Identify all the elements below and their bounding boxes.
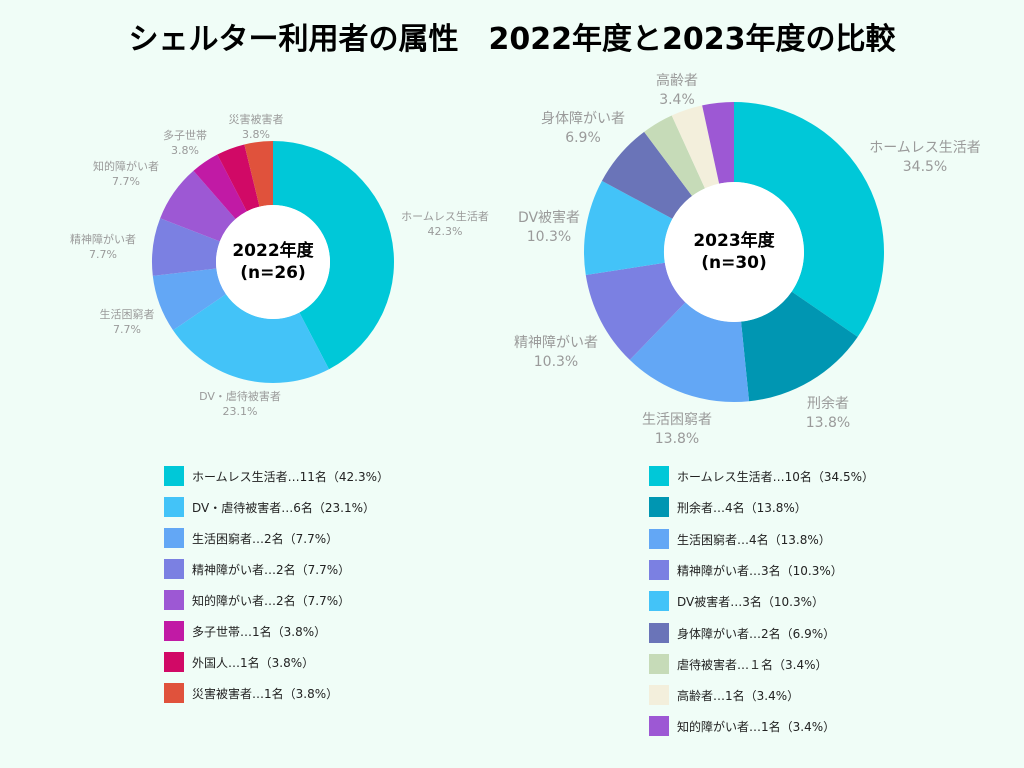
- legend-label: DV・虐待被害者…6名（23.1%）: [192, 501, 375, 515]
- slice-2023-3: [629, 302, 750, 403]
- legend-label: 高齢者…1名（3.4%）: [677, 689, 800, 704]
- data-label-2022-1: ホームレス生活者 42.3%: [401, 209, 489, 238]
- slice-2022-5: [160, 170, 236, 242]
- legend-label: ホームレス生活者…10名（34.5%）: [677, 470, 875, 484]
- legend-label: 身体障がい者…2名（6.9%）: [677, 626, 836, 641]
- legend-swatch: [164, 528, 184, 548]
- legend-label: 災害被害者…1名（3.8%）: [192, 687, 339, 701]
- legend-swatch: [649, 497, 669, 518]
- legend-swatch: [649, 653, 669, 674]
- data-label-2022-5: 知的障がい者 7.7%: [93, 159, 159, 188]
- data-label-2023-3: 生活困窮者 13.8%: [642, 412, 712, 447]
- legend-label: DV被害者…3名（10.3%）: [677, 595, 824, 610]
- slice-2023-2: [741, 291, 858, 402]
- center-label-2022-2: (n=26): [240, 263, 306, 283]
- donut-hole-2022: [216, 205, 330, 319]
- data-label-2023-2: 刑余者 13.8%: [806, 395, 850, 431]
- data-label-2023-5: DV被害者 10.3%: [518, 210, 580, 245]
- legend-swatch: [649, 559, 669, 580]
- slice-2022-2: [173, 294, 329, 383]
- center-label-2023-1: 2023年度: [693, 230, 775, 251]
- legend-swatch: [164, 559, 184, 579]
- legend-label: ホームレス生活者…11名（42.3%）: [192, 470, 390, 484]
- slice-2023-9: [702, 102, 734, 184]
- slice-2022-4: [152, 218, 220, 276]
- legend-label: 知的障がい者…1名（3.4%）: [677, 720, 836, 735]
- data-label-2023-8: 高齢者 3.4%: [656, 72, 698, 108]
- data-label-2023-4: 精神障がい者 10.3%: [514, 335, 598, 370]
- slice-2022-3: [152, 268, 226, 331]
- legend-swatch: [649, 685, 669, 706]
- legend-swatch: [164, 590, 184, 610]
- slice-2022-1: [273, 141, 395, 370]
- data-label-2022-8: 災害被害者 3.8%: [229, 112, 284, 141]
- donut-chart-2022: ホームレス生活者 42.3% DV・虐待被害者 23.1% 生活困窮者 7.7% 精神障がい…: [70, 112, 489, 418]
- legend-swatch: [164, 497, 184, 517]
- data-label-2022-6: 多子世帯 3.8%: [163, 128, 207, 157]
- slice-2022-8: [244, 141, 273, 207]
- legend-swatch: [649, 528, 669, 549]
- legend-swatch: [649, 716, 669, 737]
- data-label-2023-1: ホームレス生活者 34.5%: [869, 140, 981, 175]
- legend-label: 外国人…1名（3.8%）: [192, 656, 315, 670]
- slice-2023-6: [601, 131, 693, 219]
- slice-2022-7: [217, 144, 260, 212]
- slice-2023-8: [671, 105, 720, 189]
- legend-label: 精神障がい者…3名（10.3%）: [677, 563, 843, 578]
- legend-swatch: [164, 683, 184, 703]
- data-label-2022-2: DV・虐待被害者 23.1%: [199, 389, 281, 418]
- legend-swatch: [164, 621, 184, 641]
- slice-2023-5: [584, 180, 673, 276]
- legend-swatch: [649, 622, 669, 643]
- slice-2023-7: [644, 115, 705, 196]
- legend-swatch: [649, 466, 669, 486]
- legend-swatch: [164, 652, 184, 672]
- legend-label: 多子世帯…1名（3.8%）: [192, 625, 327, 639]
- legend-label: 精神障がい者…2名（7.7%）: [192, 563, 351, 577]
- legend-label: 生活困窮者…4名（13.8%）: [677, 532, 831, 547]
- center-label-2022-1: 2022年度: [232, 240, 314, 261]
- legend-label: 刑余者…4名（13.8%）: [677, 501, 807, 516]
- legend-swatch: [164, 466, 184, 486]
- legend-label: 生活困窮者…2名（7.7%）: [192, 532, 339, 546]
- slice-2023-1: [734, 102, 884, 337]
- legend-label: 知的障がい者…2名（7.7%）: [192, 594, 351, 608]
- slice-2023-4: [585, 262, 686, 360]
- data-label-2022-4: 精神障がい者 7.7%: [70, 232, 136, 261]
- data-label-2022-3: 生活困窮者 7.7%: [100, 307, 155, 336]
- legend-swatch: [649, 591, 669, 612]
- donut-hole-2023: [664, 182, 804, 322]
- center-label-2023-2: (n=30): [701, 253, 767, 273]
- data-label-2023-6: 身体障がい者 6.9%: [541, 111, 625, 146]
- donut-chart-2023: ホームレス生活者 34.5% 刑余者 13.8% 生活困窮者 13.8% 精神障がい者 10.…: [514, 72, 981, 447]
- chart-title: シェルター利用者の属性 2022年度と2023年度の比較: [128, 22, 896, 57]
- legend-label: 虐待被害者…１名（3.4%）: [677, 657, 828, 672]
- slice-2022-6: [193, 154, 247, 220]
